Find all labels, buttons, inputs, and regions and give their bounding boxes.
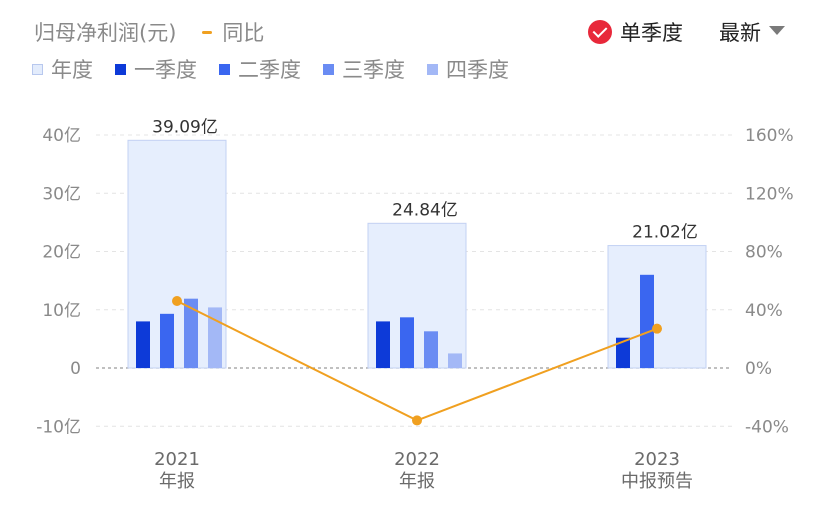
check-circle-icon (588, 20, 612, 44)
x-tick-year: 2022 (394, 449, 440, 470)
quarter-bar-q3 (424, 331, 438, 368)
yoy-point (652, 323, 662, 334)
chart-title-row: 归母净利润(元) 同比 (34, 14, 264, 50)
legend-label-q4: 四季度 (446, 58, 509, 82)
latest-dropdown-label: 最新 (719, 21, 761, 45)
y-right-tick-label: 80% (745, 243, 783, 263)
y-right-tick-label: 0% (745, 359, 772, 379)
x-tick-kind: 年报 (159, 471, 195, 492)
legend-label-q2: 二季度 (238, 58, 301, 82)
legend-label-q3: 三季度 (342, 58, 405, 82)
quarter-bar-q1 (616, 337, 630, 368)
y-left-tick-label: 20亿 (42, 243, 81, 263)
x-tick-kind: 年报 (399, 471, 435, 492)
y-right-tick-label: 120% (745, 184, 794, 204)
legend-item-q1[interactable]: 一季度 (115, 54, 197, 84)
y-left-tick-label: 40亿 (42, 126, 81, 146)
chevron-down-icon (769, 25, 785, 35)
quarter-bar-q2 (400, 317, 414, 368)
legend-swatch-q2 (219, 63, 230, 75)
yoy-legend-label: 同比 (222, 21, 265, 45)
legend-item-q4[interactable]: 四季度 (427, 54, 509, 84)
yoy-point (412, 415, 422, 426)
yoy-legend: 同比 (202, 17, 264, 47)
y-left-tick-label: 30亿 (42, 184, 81, 204)
y-left-tick-label: 0 (70, 359, 81, 379)
quarter-bar-q3 (184, 298, 198, 368)
single-quarter-label: 单季度 (620, 21, 683, 45)
y-right-tick-label: -40% (745, 417, 789, 437)
yoy-point (172, 296, 182, 307)
y-right-tick-label: 160% (745, 126, 794, 146)
quarter-bar-q1 (136, 321, 150, 368)
legend-item-q2[interactable]: 二季度 (219, 54, 301, 84)
annual-value-label: 21.02亿 (632, 223, 698, 243)
x-tick-year: 2021 (154, 449, 200, 470)
single-quarter-toggle[interactable]: 单季度 (588, 17, 683, 47)
annual-value-label: 39.09亿 (152, 117, 218, 137)
chart-title: 归母净利润(元) (34, 21, 177, 45)
latest-dropdown[interactable]: 最新 (719, 17, 785, 47)
y-left-tick-label: -10亿 (36, 417, 81, 437)
series-legend: 年度 一季度 二季度 三季度 四季度 (32, 54, 531, 84)
y-right-tick-label: 40% (745, 301, 783, 321)
y-left-tick-label: 10亿 (42, 301, 81, 321)
legend-label-annual: 年度 (51, 58, 93, 82)
quarter-bar-q2 (640, 274, 654, 368)
annual-value-label: 24.84亿 (392, 200, 458, 220)
legend-swatch-q3 (323, 63, 334, 75)
x-tick-year: 2023 (634, 449, 680, 470)
legend-item-annual[interactable]: 年度 (32, 54, 93, 84)
legend-item-q3[interactable]: 三季度 (323, 54, 405, 84)
x-tick-kind: 中报预告 (621, 471, 693, 492)
legend-label-q1: 一季度 (134, 58, 197, 82)
quarter-bar-q2 (160, 313, 174, 368)
quarter-bar-q4 (448, 353, 462, 368)
legend-swatch-q4 (427, 63, 438, 75)
legend-swatch-q1 (115, 63, 126, 75)
quarter-bar-q1 (376, 321, 390, 368)
yoy-legend-swatch (202, 30, 213, 34)
legend-swatch-annual (32, 63, 43, 75)
